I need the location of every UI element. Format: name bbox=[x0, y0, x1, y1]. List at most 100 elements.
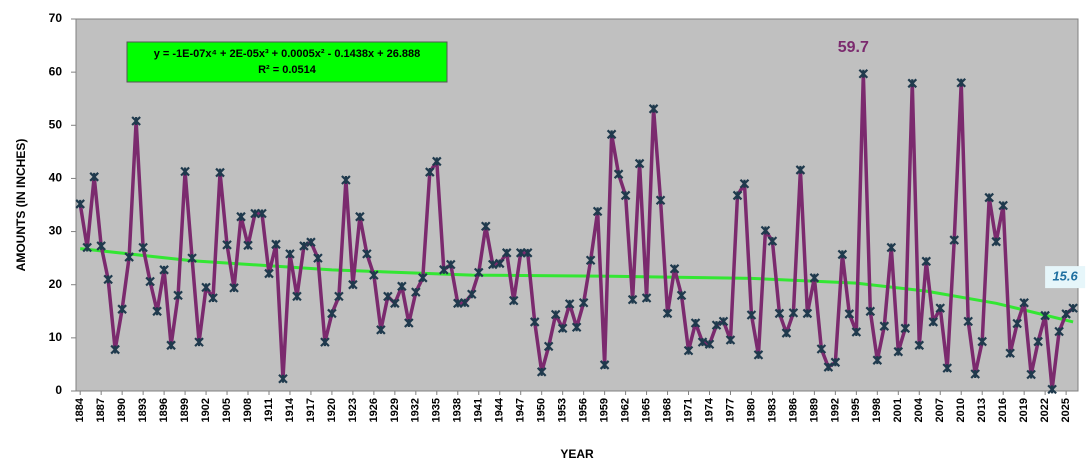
marker bbox=[963, 316, 973, 327]
marker bbox=[536, 367, 547, 377]
marker bbox=[774, 308, 785, 319]
marker bbox=[257, 208, 267, 219]
marker bbox=[362, 249, 372, 259]
x-tick-label: 1974 bbox=[703, 397, 715, 422]
marker bbox=[760, 225, 771, 236]
marker bbox=[641, 293, 652, 303]
marker bbox=[327, 308, 337, 319]
annotation-box bbox=[1045, 266, 1086, 289]
marker bbox=[704, 339, 715, 350]
annotation: 59.7 bbox=[838, 39, 869, 56]
marker bbox=[1068, 303, 1078, 313]
marker bbox=[355, 211, 365, 222]
marker bbox=[858, 68, 869, 79]
x-tick-label: 1935 bbox=[431, 398, 443, 422]
x-tick-label: 1956 bbox=[578, 398, 590, 422]
x-tick-label: 1998 bbox=[871, 398, 883, 422]
marker bbox=[446, 259, 456, 270]
y-tick-label: 60 bbox=[49, 64, 63, 78]
x-axis-title: YEAR bbox=[560, 447, 594, 461]
marker bbox=[299, 241, 309, 251]
marker bbox=[795, 165, 806, 175]
x-tick-label: 2010 bbox=[955, 398, 967, 422]
marker bbox=[585, 255, 596, 266]
marker bbox=[613, 169, 624, 179]
marker bbox=[606, 129, 617, 140]
marker bbox=[991, 236, 1001, 247]
x-tick-label: 1947 bbox=[515, 398, 527, 422]
x-tick-label: 1902 bbox=[200, 398, 212, 422]
marker bbox=[844, 309, 855, 319]
marker bbox=[676, 290, 687, 301]
marker bbox=[697, 337, 708, 347]
marker bbox=[935, 303, 946, 313]
marker bbox=[369, 270, 379, 280]
marker bbox=[306, 237, 316, 247]
marker bbox=[159, 265, 169, 275]
marker bbox=[487, 259, 498, 270]
marker bbox=[851, 327, 862, 337]
marker bbox=[138, 242, 148, 253]
y-tick-label: 20 bbox=[49, 277, 63, 291]
y-tick-label: 70 bbox=[49, 11, 63, 25]
marker bbox=[879, 321, 890, 331]
x-tick-label: 1890 bbox=[116, 398, 128, 422]
y-axis-title: AMOUNTS (IN INCHES) bbox=[14, 139, 28, 272]
marker bbox=[564, 299, 575, 309]
x-tick-label: 1893 bbox=[137, 398, 149, 422]
equation-background bbox=[126, 41, 448, 83]
x-tick-label: 1908 bbox=[242, 398, 254, 422]
equation: y = -1E-07x⁴ + 2E-05x³ + 0.0005x² - 0.14… bbox=[154, 48, 421, 60]
marker bbox=[278, 373, 288, 384]
y-tick-label: 10 bbox=[49, 330, 63, 344]
marker bbox=[432, 156, 442, 167]
marker bbox=[215, 167, 225, 178]
marker bbox=[1040, 310, 1050, 321]
marker bbox=[334, 291, 344, 302]
x-tick-label: 2019 bbox=[1018, 398, 1030, 422]
trendline bbox=[80, 247, 1074, 324]
marker bbox=[830, 357, 841, 368]
marker bbox=[809, 273, 820, 283]
marker bbox=[739, 178, 750, 189]
marker bbox=[383, 291, 393, 302]
x-tick-label: 1986 bbox=[787, 398, 799, 422]
x-tick-label: 1929 bbox=[389, 398, 401, 422]
marker bbox=[683, 345, 694, 356]
marker bbox=[459, 298, 470, 308]
x-tick-label: 2016 bbox=[997, 398, 1009, 422]
x-tick-label: 2007 bbox=[934, 398, 946, 422]
marker bbox=[907, 78, 918, 89]
marker bbox=[508, 295, 519, 306]
marker bbox=[1005, 348, 1015, 359]
marker bbox=[515, 248, 526, 258]
marker bbox=[103, 274, 113, 285]
x-tick-label: 1944 bbox=[494, 397, 506, 422]
x-tick-label: 1938 bbox=[452, 398, 464, 422]
marker bbox=[634, 158, 645, 169]
r-squared: R² = 0.0514 bbox=[258, 64, 317, 76]
marker bbox=[173, 290, 183, 301]
marker bbox=[802, 308, 813, 319]
marker bbox=[411, 287, 421, 297]
marker bbox=[187, 253, 197, 263]
marker bbox=[236, 211, 246, 222]
marker bbox=[781, 328, 792, 338]
marker bbox=[998, 200, 1008, 211]
marker bbox=[250, 208, 260, 219]
marker bbox=[557, 323, 568, 334]
x-tick-label: 1992 bbox=[829, 398, 841, 422]
marker bbox=[1019, 298, 1029, 308]
marker bbox=[529, 317, 540, 327]
marker bbox=[914, 340, 925, 351]
marker bbox=[271, 239, 281, 250]
marker bbox=[243, 240, 253, 251]
x-tick-label: 1950 bbox=[536, 398, 548, 422]
marker bbox=[222, 240, 232, 250]
marker bbox=[655, 195, 666, 205]
x-tick-label: 1953 bbox=[557, 398, 569, 422]
x-tick-label: 1983 bbox=[766, 398, 778, 422]
marker bbox=[292, 291, 302, 302]
marker bbox=[418, 273, 428, 283]
